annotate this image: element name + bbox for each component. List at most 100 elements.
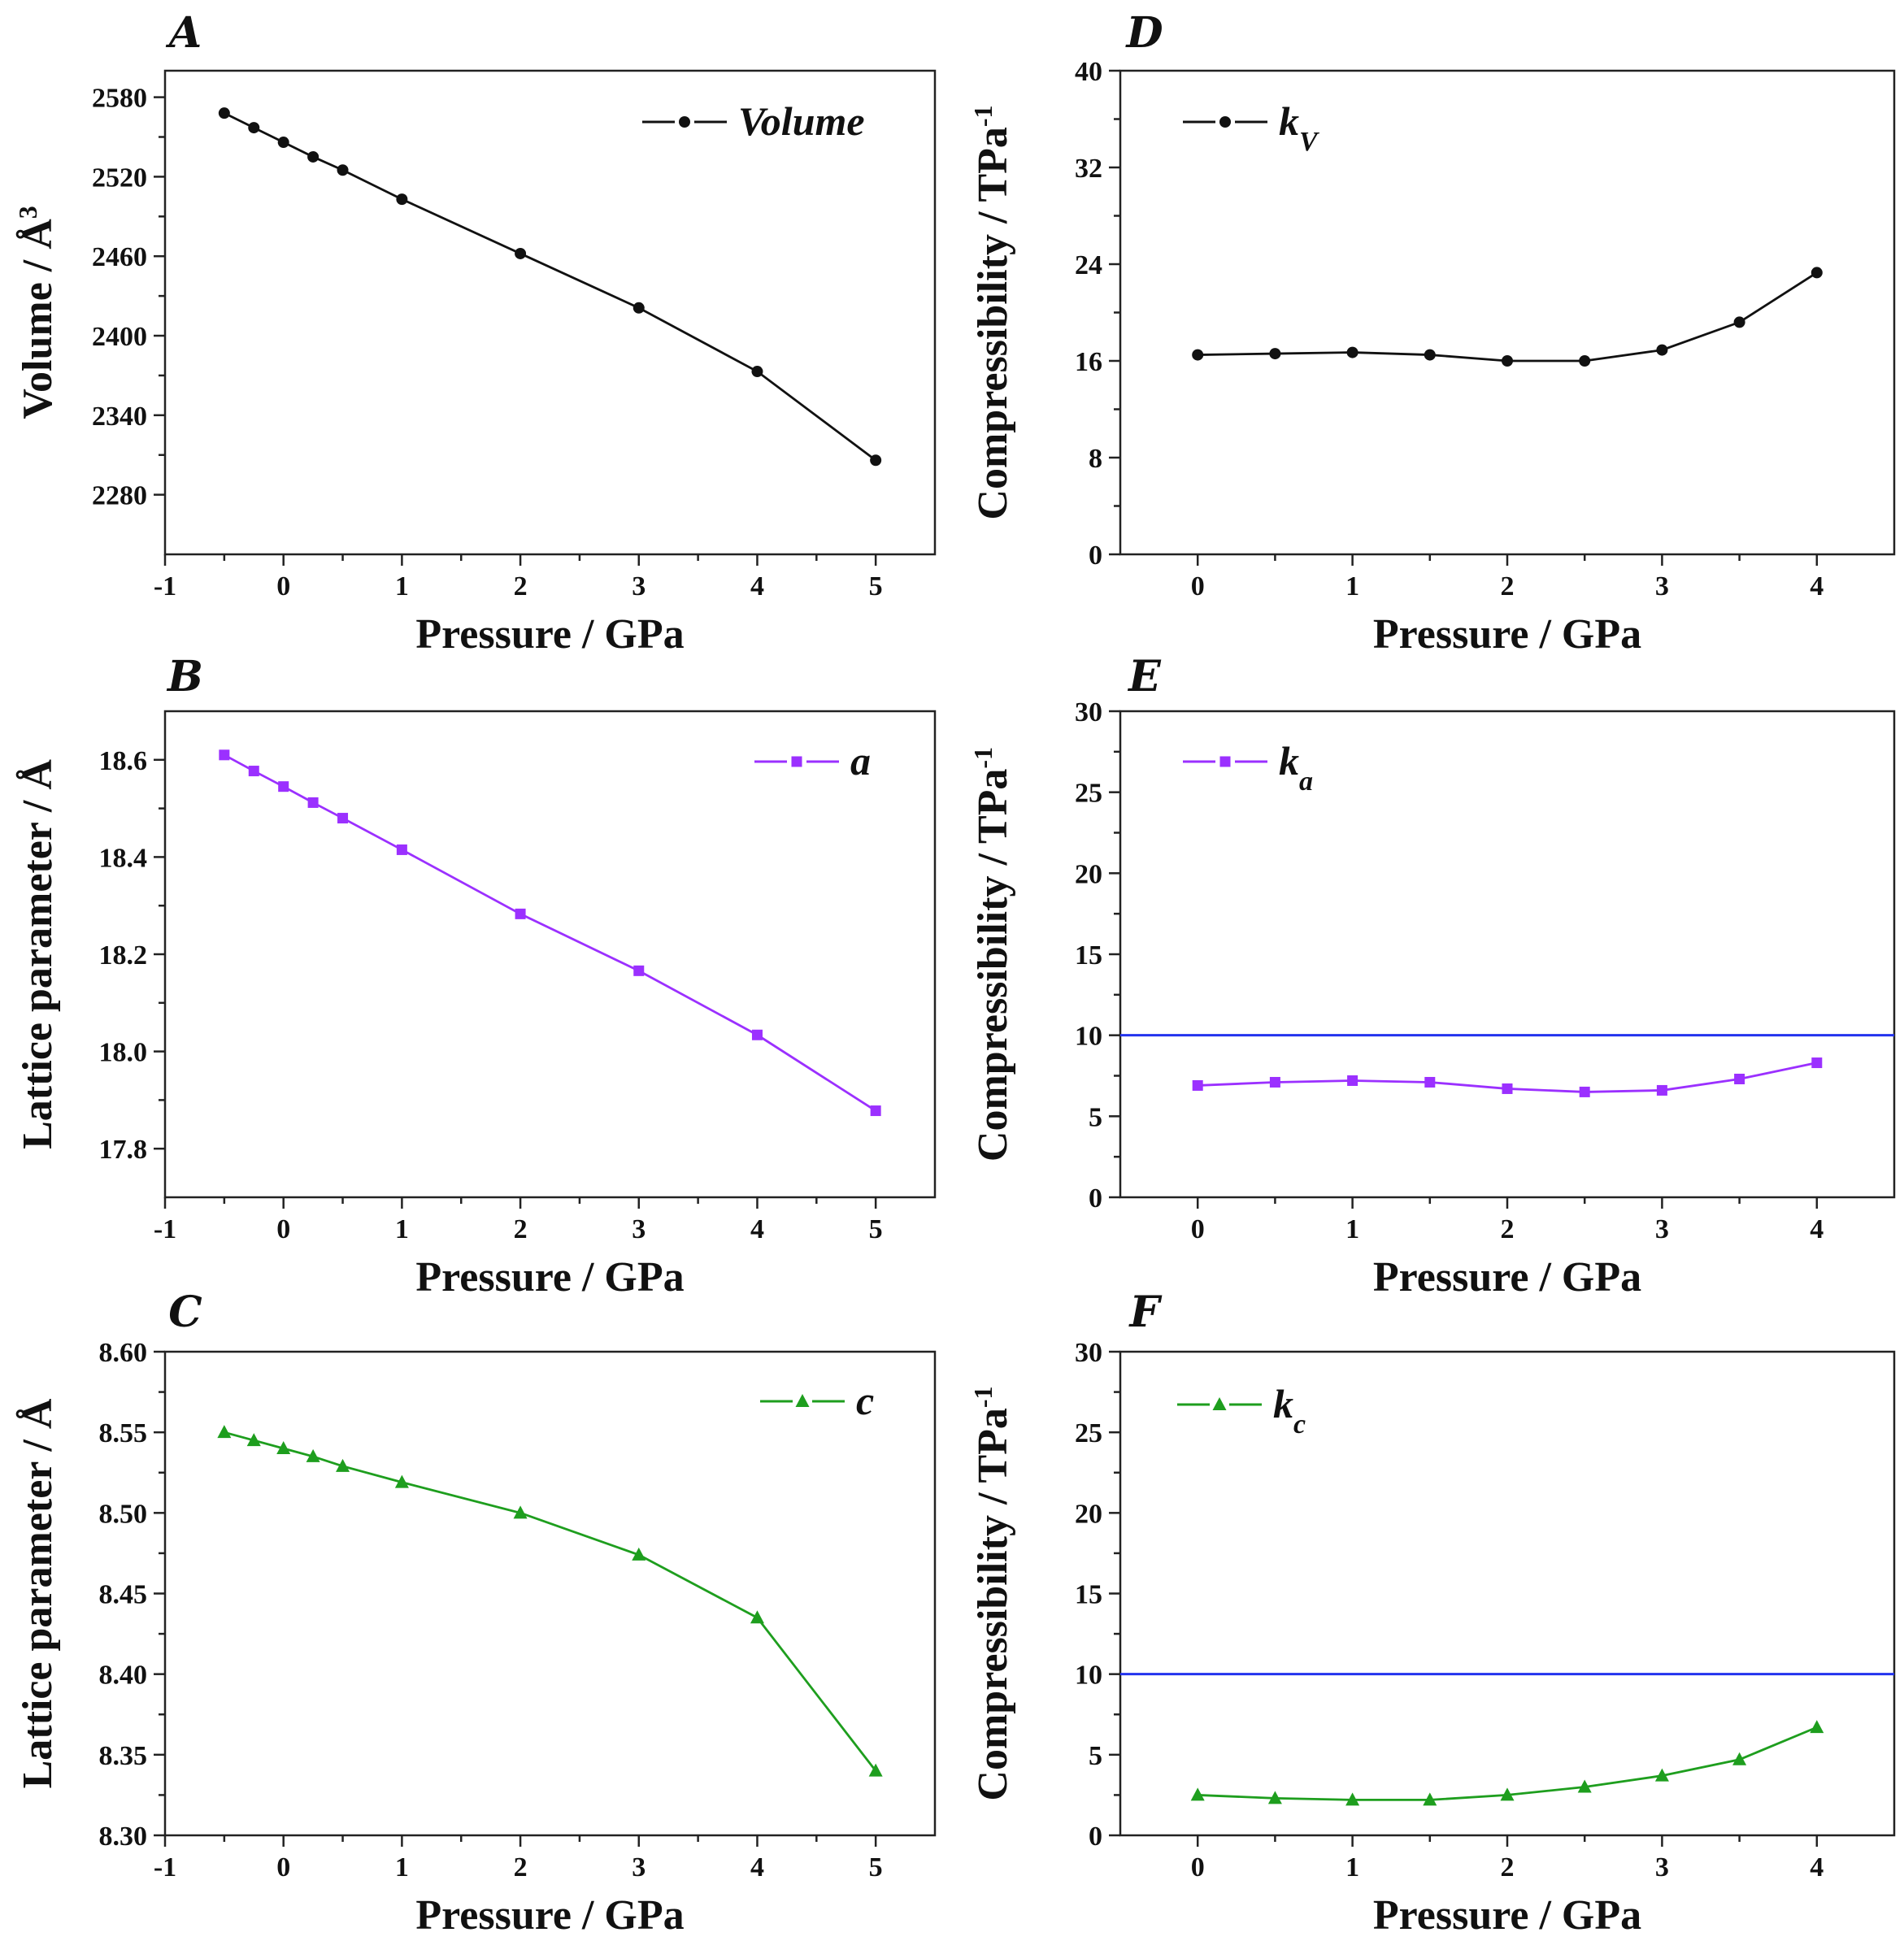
legend-marker-c xyxy=(795,1394,810,1407)
data-point-b xyxy=(278,781,289,792)
data-point-f xyxy=(1810,1720,1824,1734)
panel-label-e: E xyxy=(1127,652,1162,701)
data-point-b xyxy=(751,1029,763,1040)
series-line-c xyxy=(224,1431,877,1772)
data-point-f xyxy=(1732,1752,1747,1765)
panel-label-d: D xyxy=(1124,8,1163,58)
x-tick-label-a: 2 xyxy=(514,571,528,601)
y-tick-label-f: 5 xyxy=(1089,1741,1102,1771)
y-tick-label-d: 32 xyxy=(1075,154,1102,184)
y-tick-label-a: 2280 xyxy=(92,481,147,511)
data-point-e xyxy=(1347,1075,1358,1086)
panel-c: C -1 0 1 2 3 4 5 8.30 8.35 8.40 8.45 8.50 8.55 8.60 Pre… xyxy=(15,1287,937,1939)
data-point-c xyxy=(306,1448,320,1462)
y-tick-label-e: 30 xyxy=(1075,697,1102,727)
x-tick-label-a: 4 xyxy=(750,571,764,601)
x-tick-label-c: 4 xyxy=(750,1852,764,1882)
plot-frame-e xyxy=(1119,710,1896,1199)
y-axis-title-a: Volume / Å3 xyxy=(13,206,61,419)
data-point-a xyxy=(632,302,645,314)
legend-label-f: kc xyxy=(1273,1381,1306,1439)
data-point-d xyxy=(1192,349,1204,361)
x-axis-title-c: Pressure / GPa xyxy=(415,1892,684,1939)
data-point-e xyxy=(1269,1076,1280,1088)
y-tick-label-c: 8.35 xyxy=(99,1741,148,1771)
data-point-c xyxy=(632,1547,646,1561)
data-point-e xyxy=(1656,1084,1667,1096)
plot-frame-d xyxy=(1119,69,1896,556)
data-point-a xyxy=(277,137,289,149)
y-tick-label-f: 20 xyxy=(1075,1499,1102,1529)
x-tick-label-e: 4 xyxy=(1810,1214,1824,1244)
legend-marker-b xyxy=(791,756,802,767)
data-point-f xyxy=(1267,1791,1282,1804)
y-axis-title-f: Compressibility / TPa-1 xyxy=(968,1386,1016,1800)
legend-marker-d xyxy=(1219,116,1231,128)
data-point-c xyxy=(868,1763,883,1777)
y-tick-label-f: 25 xyxy=(1075,1418,1102,1448)
data-point-c xyxy=(513,1505,528,1519)
data-point-d xyxy=(1346,346,1358,358)
panel-label-f: F xyxy=(1128,1287,1163,1337)
y-tick-label-c: 8.40 xyxy=(99,1661,148,1691)
data-point-e xyxy=(1192,1079,1203,1091)
data-point-b xyxy=(219,749,230,761)
x-tick-label-d: 4 xyxy=(1810,571,1824,601)
data-point-b xyxy=(515,908,526,919)
x-tick-label-a: 5 xyxy=(869,571,883,601)
x-tick-label-d: 0 xyxy=(1191,571,1205,601)
y-tick-label-e: 0 xyxy=(1089,1183,1102,1214)
y-tick-label-b: 18.0 xyxy=(99,1038,148,1068)
x-tick-label-d: 1 xyxy=(1345,571,1359,601)
x-tick-label-a: 0 xyxy=(276,571,290,601)
y-tick-label-c: 8.30 xyxy=(99,1822,148,1852)
y-tick-label-d: 24 xyxy=(1075,250,1102,280)
data-point-c xyxy=(750,1610,764,1624)
data-point-a xyxy=(515,247,527,259)
x-axis-title-d: Pressure / GPa xyxy=(1373,611,1641,658)
x-tick-label-c: 1 xyxy=(395,1852,409,1882)
x-tick-label-c: 0 xyxy=(276,1852,290,1882)
data-point-c xyxy=(276,1441,291,1454)
legend-label-d: kV xyxy=(1279,98,1319,157)
y-tick-label-d: 0 xyxy=(1089,541,1102,571)
panel-f: F 0 1 2 3 4 0 5 10 15 20 25 30 Pressure / GPa Compress… xyxy=(968,1287,1896,1939)
y-tick-label-f: 15 xyxy=(1075,1580,1102,1610)
x-tick-label-c: 5 xyxy=(869,1852,883,1882)
x-tick-label-a: 3 xyxy=(632,571,646,601)
x-tick-label-c: 3 xyxy=(632,1852,646,1882)
data-point-b xyxy=(307,797,319,808)
data-point-f xyxy=(1190,1787,1205,1801)
series-line-a xyxy=(224,111,876,462)
plot-frame-c xyxy=(163,1350,937,1837)
data-point-d xyxy=(1579,355,1591,367)
x-tick-label-a: -1 xyxy=(154,571,176,601)
x-tick-label-b: 1 xyxy=(395,1214,409,1244)
legend-marker-f xyxy=(1212,1397,1227,1410)
y-tick-label-a: 2520 xyxy=(92,163,147,193)
x-axis-title-a: Pressure / GPa xyxy=(415,611,684,658)
x-tick-label-c: -1 xyxy=(154,1852,176,1882)
y-tick-label-a: 2400 xyxy=(92,322,147,352)
series-line-b xyxy=(224,753,876,1112)
panel-a: A -1 0 1 2 3 4 5 2280 2340 2400 2460 2520 2580 Pressur… xyxy=(13,8,937,658)
y-tick-label-e: 5 xyxy=(1089,1102,1102,1132)
y-tick-label-c: 8.55 xyxy=(99,1418,148,1448)
x-tick-label-a: 1 xyxy=(395,571,409,601)
x-tick-label-f: 4 xyxy=(1810,1852,1824,1882)
x-axis-title-e: Pressure / GPa xyxy=(1373,1254,1641,1301)
y-tick-label-b: 18.6 xyxy=(99,746,148,776)
data-point-c xyxy=(246,1433,261,1447)
legend-label-e: ka xyxy=(1279,738,1313,797)
panel-label-a: A xyxy=(165,8,202,58)
plot-frame-a xyxy=(163,69,937,556)
y-tick-label-f: 0 xyxy=(1089,1822,1102,1852)
x-tick-label-b: 3 xyxy=(632,1214,646,1244)
y-axis-title-b: Lattice parameter / Å xyxy=(15,759,61,1149)
y-tick-label-e: 25 xyxy=(1075,779,1102,809)
y-tick-label-d: 8 xyxy=(1089,444,1102,474)
data-point-f xyxy=(1500,1787,1515,1801)
y-tick-label-d: 16 xyxy=(1075,347,1102,377)
data-point-f xyxy=(1577,1779,1592,1793)
